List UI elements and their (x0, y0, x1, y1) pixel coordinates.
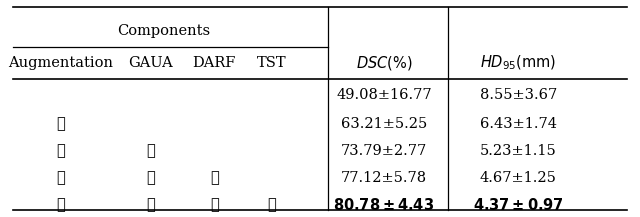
Text: 8.55±3.67: 8.55±3.67 (480, 89, 557, 102)
Text: 49.08±16.77: 49.08±16.77 (336, 89, 432, 102)
Text: DARF: DARF (193, 56, 236, 70)
Text: $DSC(\%)$: $DSC(\%)$ (356, 54, 412, 72)
Text: 6.43±1.74: 6.43±1.74 (480, 117, 557, 131)
Text: GAUA: GAUA (128, 56, 173, 70)
Text: $HD_{95}(\mathrm{mm})$: $HD_{95}(\mathrm{mm})$ (480, 54, 557, 72)
Text: ✓: ✓ (146, 198, 155, 212)
Text: ✓: ✓ (56, 198, 65, 212)
Text: 77.12±5.78: 77.12±5.78 (341, 171, 427, 185)
Text: $\mathbf{80.78\pm4.43}$: $\mathbf{80.78\pm4.43}$ (333, 197, 435, 213)
Text: ✓: ✓ (56, 144, 65, 158)
Text: ✓: ✓ (146, 171, 155, 185)
Text: ✓: ✓ (146, 144, 155, 158)
Text: ✓: ✓ (56, 171, 65, 185)
Text: 4.67±1.25: 4.67±1.25 (480, 171, 557, 185)
Text: ✓: ✓ (56, 117, 65, 131)
Text: TST: TST (257, 56, 287, 70)
Text: 5.23±1.15: 5.23±1.15 (480, 144, 557, 158)
Text: ✓: ✓ (268, 198, 276, 212)
Text: $\mathbf{4.37\pm0.97}$: $\mathbf{4.37\pm0.97}$ (473, 197, 564, 213)
Text: ✓: ✓ (210, 171, 219, 185)
Text: 63.21±5.25: 63.21±5.25 (341, 117, 427, 131)
Text: ✓: ✓ (210, 198, 219, 212)
Text: 73.79±2.77: 73.79±2.77 (341, 144, 427, 158)
Text: Components: Components (116, 25, 210, 38)
Text: Augmentation: Augmentation (8, 56, 113, 70)
